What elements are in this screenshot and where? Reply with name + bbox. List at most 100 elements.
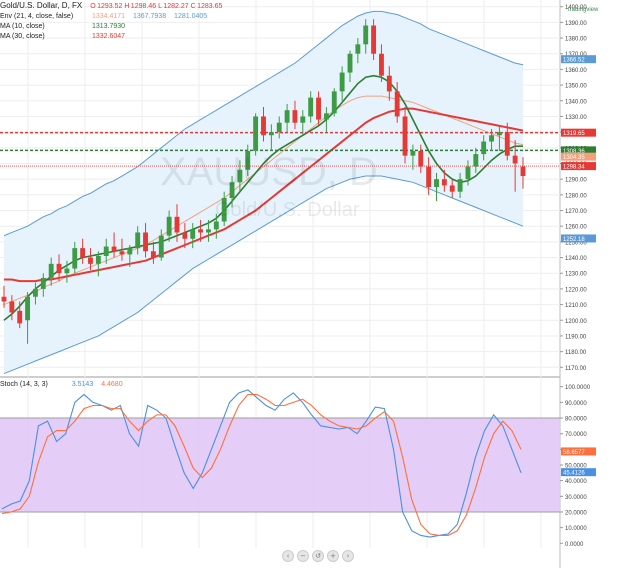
y-tick-label: 1220.00 [565,287,587,293]
candle [308,91,314,123]
y-tick-label: 1250.00 [565,240,587,246]
candle [221,191,227,227]
candle [268,124,274,151]
price-tag: 58.6577 [561,447,596,456]
candle [504,122,510,161]
candle [56,254,62,282]
candle [481,135,487,161]
zoom-in-icon[interactable]: + [327,550,339,562]
y-tick-label: 1180.00 [565,350,587,356]
svg-text:1304.35: 1304.35 [563,155,585,161]
candle [64,260,70,283]
price-tag: 45.4126 [561,468,596,477]
candle [347,50,353,82]
candle [229,176,235,208]
candle [127,245,133,267]
stoch-tick-label: 70.0000 [565,432,587,438]
y-tick-label: 1230.00 [565,272,587,278]
candle [80,238,86,264]
price-tag: 1308.36 [561,146,596,155]
price-axis: 1170.00 1180.00 1190.00 1200.00 1210.00 1220.… [560,5,591,548]
candle [410,144,416,170]
candle [465,160,471,186]
envelope-fill [4,11,523,374]
candle [190,223,196,249]
y-tick-label: 1260.00 [565,225,587,231]
stoch-band [0,417,560,513]
envelope-upper-line [3,10,524,237]
candle [88,248,93,271]
candle [386,66,392,101]
y-tick-label: 1200.00 [565,319,587,325]
stoch-tick-label: 100.0000 [565,385,591,391]
candles [1,19,526,344]
candle [103,238,109,264]
y-tick-label: 1270.00 [565,209,587,215]
y-tick-label: 1190.00 [565,334,587,340]
stoch-tick-label: 20.0000 [565,510,587,516]
candle [158,229,164,261]
candle [237,160,243,192]
candle [473,147,479,173]
stoch-tick-label: 90.0000 [565,401,587,407]
chart-legend-title: Gold/U.S. Dollar, D, FX O 1293.52 H 1298… [0,1,223,10]
svg-text:1298.34: 1298.34 [563,165,585,171]
candle [245,144,251,177]
ma30-line [4,107,524,283]
y-tick-label: 1290.00 [565,178,587,184]
stoch-tick-label: 0.0000 [565,542,584,548]
stoch-lines [1,389,522,538]
candle [253,113,259,156]
horizontal-lines [0,131,560,167]
candle [198,219,204,242]
scroll-left-icon[interactable]: ‹ [282,550,294,562]
y-tick-label: 1360.00 [565,68,587,74]
legend-envelope: Env (21, 4, close, false) 1334.4171 1367… [0,13,208,20]
y-tick-label: 1280.00 [565,193,587,199]
candle [434,172,439,202]
zoom-out-icon[interactable]: − [297,550,309,562]
candle [166,210,172,242]
candle [441,169,447,192]
legend-ma30: MA (30, close) 1332.6047 [0,33,126,40]
y-tick-label: 1330.00 [565,115,587,121]
price-tag: 1298.34 [561,162,596,171]
y-tick-label: 1170.00 [565,366,587,372]
candle [489,128,494,151]
stoch-legend: Stoch (14, 3, 3) 3.5143 4.4680 [0,381,123,388]
svg-text:1319.65: 1319.65 [563,131,585,137]
price-tag: 1319.65 [561,128,596,137]
candle [292,100,298,129]
candle [355,38,361,64]
tradingview-logo[interactable]: tradingview [568,6,599,13]
candle [331,88,337,117]
candle [363,19,369,54]
candle [323,107,329,133]
candle [135,226,141,255]
stoch-tick-label: 30.0000 [565,495,587,501]
y-tick-label: 1350.00 [565,84,587,90]
legend-ma10: MA (10, close) 1313.7930 [0,23,126,30]
candle [339,66,345,101]
scroll-right-icon[interactable]: › [342,550,354,562]
price-tag: 1304.35 [561,152,596,161]
candle [300,110,306,136]
svg-text:1252.18: 1252.18 [563,237,585,243]
candle [418,144,424,173]
candle [111,232,117,258]
candle [449,179,455,198]
candle [33,282,38,305]
candle [284,103,290,133]
candle [119,238,125,261]
reset-icon[interactable]: ↺ [312,550,324,562]
candle [48,257,54,286]
stoch-series-1 [1,393,522,537]
candle [261,107,266,142]
candle [213,213,219,239]
y-tick-label: 1240.00 [565,256,587,262]
stoch-series-0 [1,389,522,538]
stoch-tick-label: 50.0000 [565,464,587,470]
svg-text:1308.36: 1308.36 [563,149,585,155]
svg-text:45.4126: 45.4126 [563,471,585,477]
